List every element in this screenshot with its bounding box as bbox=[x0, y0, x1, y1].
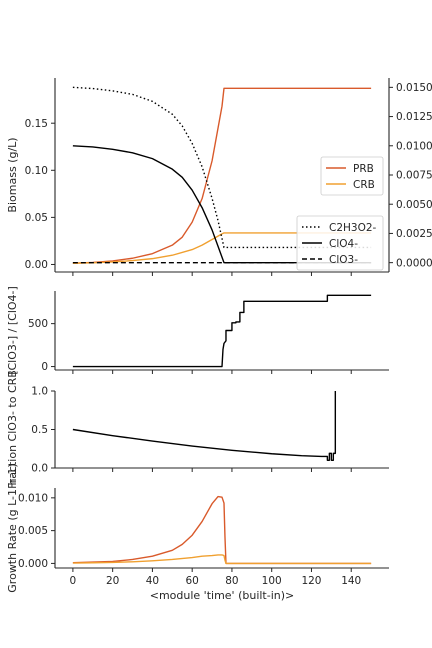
panel-1: 0.00 0.05 0.10 0.15 Biomass (g/L) 0.0000 0.002… bbox=[6, 78, 432, 276]
series-line-prb bbox=[72, 87, 372, 264]
x-tick-label: 140 bbox=[341, 575, 361, 587]
legend-lower-right: C2H3O2- ClO4- ClO3- bbox=[296, 215, 384, 271]
y-tick-label: 0.05 bbox=[25, 212, 48, 224]
secondary-y-tick-label: 0.0100 bbox=[396, 140, 432, 152]
legend-entry-label: PRB bbox=[353, 163, 374, 175]
y-tick-label: 0.0 bbox=[31, 463, 48, 475]
legend-box bbox=[320, 156, 384, 196]
y-tick-label: 0.000 bbox=[18, 558, 48, 570]
secondary-y-tick-label: 0.0125 bbox=[396, 111, 432, 123]
secondary-y-tick-label: 0.0050 bbox=[396, 199, 432, 211]
series-line-2-1 bbox=[72, 294, 372, 368]
x-tick-label: 120 bbox=[301, 575, 321, 587]
y-axis-label: [ClO3-] / [ClO4-] bbox=[6, 286, 19, 375]
legend-entry-label: C2H3O2- bbox=[329, 222, 377, 234]
y-tick-label: 0.005 bbox=[18, 525, 48, 537]
secondary-y-tick-label: 0.0025 bbox=[396, 228, 432, 240]
y-tick-label: 0.010 bbox=[18, 492, 48, 504]
x-tick-label: 20 bbox=[106, 575, 119, 587]
y-tick-label: 0 bbox=[41, 361, 48, 373]
legend-box bbox=[296, 215, 384, 271]
series-line-3-1 bbox=[72, 391, 337, 461]
y-axis-label: Growth Rate (g L-1 h-1) bbox=[6, 463, 19, 592]
y-tick-label: 0.00 bbox=[25, 259, 48, 271]
legend-entry-label: ClO4- bbox=[329, 238, 358, 250]
legend-center-right: PRB CRB bbox=[320, 156, 384, 196]
y-tick-label: 500 bbox=[28, 318, 48, 330]
series-line-clo4 bbox=[72, 145, 372, 264]
legend-entry-label: ClO3- bbox=[329, 254, 358, 266]
secondary-y-tick-label: 0.0150 bbox=[396, 82, 432, 94]
x-tick-label: 0 bbox=[70, 575, 77, 587]
series-line-c2h3o2 bbox=[72, 86, 372, 249]
y-tick-label: 0.15 bbox=[25, 118, 48, 130]
secondary-y-tick-label: 0.0000 bbox=[396, 257, 432, 269]
x-tick-label: 100 bbox=[262, 575, 282, 587]
panel-4: 0.000 0.005 0.010 0 20 40 60 80 100 120 140 Growth … bbox=[6, 463, 389, 602]
series-line-4-1 bbox=[72, 495, 372, 565]
y-axis-label: Biomass (g/L) bbox=[6, 137, 19, 212]
y-tick-label: 1.0 bbox=[31, 386, 48, 398]
legend-entry-label: CRB bbox=[353, 179, 375, 191]
x-tick-label: 40 bbox=[146, 575, 159, 587]
series-line-4-2 bbox=[72, 554, 372, 565]
panel-3: 0.0 0.5 1.0 Fraction ClO3- to CRB bbox=[6, 370, 389, 489]
x-axis-label: <module 'time' (built-in)> bbox=[150, 589, 295, 602]
panel-2: 0 500 [ClO3-] / [ClO4-] bbox=[6, 286, 389, 375]
x-tick-label: 60 bbox=[185, 575, 198, 587]
y-tick-label: 0.10 bbox=[25, 165, 48, 177]
secondary-y-tick-label: 0.0075 bbox=[396, 170, 432, 182]
x-tick-label: 80 bbox=[225, 575, 238, 587]
y-axis-label: Fraction ClO3- to CRB bbox=[6, 370, 19, 489]
y-tick-label: 0.5 bbox=[31, 424, 48, 436]
